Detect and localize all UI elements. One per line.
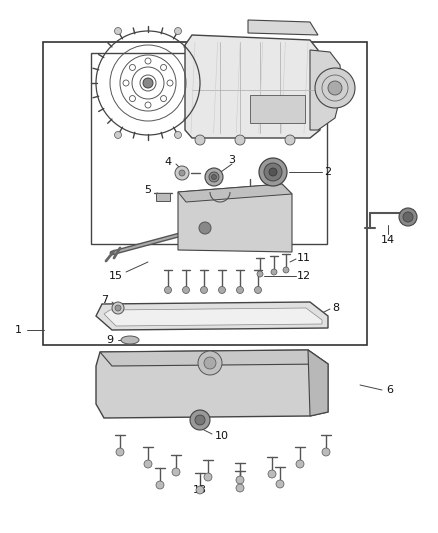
Text: 4: 4 (164, 157, 172, 167)
Circle shape (257, 271, 263, 277)
Circle shape (145, 102, 151, 108)
Polygon shape (156, 193, 170, 201)
Circle shape (179, 170, 185, 176)
Text: 13: 13 (193, 485, 207, 495)
Circle shape (296, 460, 304, 468)
Text: 15: 15 (109, 271, 123, 281)
Polygon shape (96, 302, 328, 330)
Circle shape (115, 305, 121, 311)
Circle shape (175, 166, 189, 180)
Circle shape (271, 269, 277, 275)
Text: 10: 10 (215, 431, 229, 441)
Circle shape (268, 470, 276, 478)
Circle shape (315, 68, 355, 108)
Polygon shape (308, 350, 328, 416)
Circle shape (183, 287, 190, 294)
Circle shape (199, 222, 211, 234)
Circle shape (174, 28, 181, 35)
Circle shape (172, 468, 180, 476)
Circle shape (399, 208, 417, 226)
Circle shape (403, 212, 413, 222)
Circle shape (165, 287, 172, 294)
Circle shape (264, 163, 282, 181)
Circle shape (276, 480, 284, 488)
Circle shape (285, 135, 295, 145)
Circle shape (219, 287, 226, 294)
Text: 5: 5 (145, 185, 152, 195)
Circle shape (259, 158, 287, 186)
Text: 6: 6 (386, 385, 393, 395)
Circle shape (112, 302, 124, 314)
Polygon shape (185, 35, 320, 138)
Circle shape (195, 135, 205, 145)
Circle shape (328, 81, 342, 95)
Circle shape (161, 95, 166, 102)
Polygon shape (104, 308, 322, 326)
Text: 9: 9 (106, 335, 113, 345)
Circle shape (204, 357, 216, 369)
Text: 12: 12 (297, 271, 311, 281)
Circle shape (236, 484, 244, 492)
Circle shape (322, 448, 330, 456)
Polygon shape (96, 350, 328, 418)
Circle shape (195, 415, 205, 425)
Polygon shape (248, 20, 318, 35)
Circle shape (198, 351, 222, 375)
Circle shape (212, 174, 216, 180)
Circle shape (114, 132, 121, 139)
Ellipse shape (121, 336, 139, 344)
Polygon shape (178, 184, 292, 252)
Text: 14: 14 (381, 235, 395, 245)
Text: 11: 11 (297, 253, 311, 263)
Circle shape (269, 168, 277, 176)
Circle shape (130, 95, 135, 102)
Text: 8: 8 (332, 303, 339, 313)
Polygon shape (310, 50, 342, 130)
Circle shape (156, 481, 164, 489)
Text: 2: 2 (325, 167, 332, 177)
Circle shape (167, 80, 173, 86)
Bar (91, 53, 327, 244)
Circle shape (205, 168, 223, 186)
Text: 3: 3 (229, 155, 236, 165)
Circle shape (237, 287, 244, 294)
Circle shape (145, 58, 151, 64)
Polygon shape (100, 350, 328, 366)
Circle shape (236, 476, 244, 484)
Circle shape (174, 132, 181, 139)
Circle shape (123, 80, 129, 86)
Circle shape (161, 64, 166, 70)
Circle shape (144, 460, 152, 468)
Circle shape (190, 410, 210, 430)
Circle shape (283, 267, 289, 273)
Circle shape (209, 172, 219, 182)
Circle shape (116, 448, 124, 456)
Circle shape (130, 64, 135, 70)
Circle shape (235, 135, 245, 145)
Circle shape (114, 28, 121, 35)
Circle shape (254, 287, 261, 294)
Bar (250, 95, 305, 123)
Polygon shape (178, 184, 292, 202)
Circle shape (143, 78, 153, 88)
Circle shape (201, 287, 208, 294)
Bar (43, 42, 367, 345)
Circle shape (196, 486, 204, 494)
Circle shape (204, 473, 212, 481)
Text: 1: 1 (14, 325, 21, 335)
Text: 7: 7 (102, 295, 109, 305)
